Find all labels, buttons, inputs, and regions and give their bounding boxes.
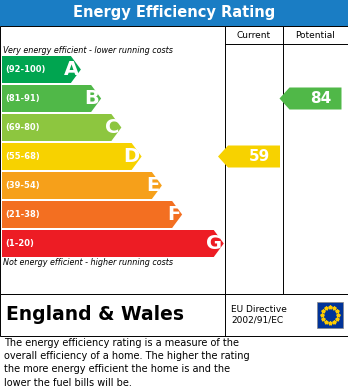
Polygon shape xyxy=(2,201,182,228)
Text: (81-91): (81-91) xyxy=(5,94,40,103)
Text: 84: 84 xyxy=(310,91,331,106)
Polygon shape xyxy=(2,56,81,83)
Bar xyxy=(0,294,348,336)
Text: Very energy efficient - lower running costs: Very energy efficient - lower running co… xyxy=(3,46,173,55)
Text: F: F xyxy=(167,205,180,224)
Polygon shape xyxy=(2,114,121,141)
Text: Energy Efficiency Rating: Energy Efficiency Rating xyxy=(73,5,275,20)
Text: (69-80): (69-80) xyxy=(5,123,40,132)
Bar xyxy=(225,26,283,44)
Text: (1-20): (1-20) xyxy=(5,239,34,248)
Text: The energy efficiency rating is a measure of the
overall efficiency of a home. T: The energy efficiency rating is a measur… xyxy=(4,338,250,387)
Polygon shape xyxy=(2,143,142,170)
Bar xyxy=(283,26,348,44)
Polygon shape xyxy=(2,230,224,257)
Text: (55-68): (55-68) xyxy=(5,152,40,161)
Polygon shape xyxy=(218,145,280,167)
Bar xyxy=(317,302,343,328)
Text: Not energy efficient - higher running costs: Not energy efficient - higher running co… xyxy=(3,258,173,267)
Bar xyxy=(0,26,348,294)
Text: C: C xyxy=(105,118,119,137)
Polygon shape xyxy=(2,172,162,199)
Text: (92-100): (92-100) xyxy=(5,65,45,74)
Text: England & Wales: England & Wales xyxy=(6,305,184,325)
Text: Potential: Potential xyxy=(295,30,335,39)
Text: (21-38): (21-38) xyxy=(5,210,40,219)
Text: EU Directive: EU Directive xyxy=(231,305,287,314)
Text: (39-54): (39-54) xyxy=(5,181,40,190)
Text: 59: 59 xyxy=(248,149,270,164)
Text: A: A xyxy=(64,60,79,79)
Polygon shape xyxy=(279,88,341,109)
Polygon shape xyxy=(2,85,101,112)
Text: 2002/91/EC: 2002/91/EC xyxy=(231,316,283,325)
Text: G: G xyxy=(206,234,222,253)
Text: Current: Current xyxy=(237,30,271,39)
Bar xyxy=(0,0,348,26)
Text: B: B xyxy=(84,89,99,108)
Text: D: D xyxy=(124,147,140,166)
Text: E: E xyxy=(147,176,160,195)
